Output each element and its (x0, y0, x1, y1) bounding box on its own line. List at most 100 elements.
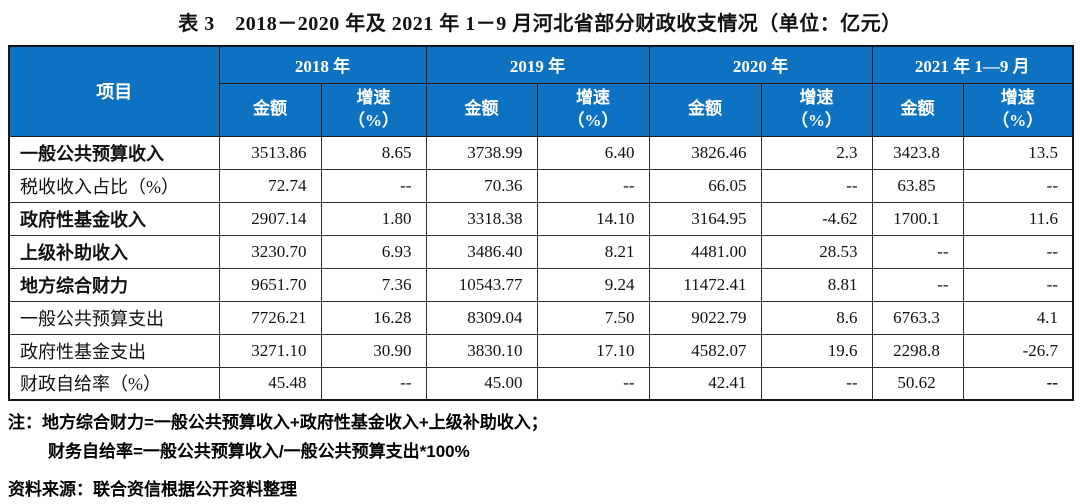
header-growth-2: 增速 （%） (760, 82, 873, 137)
cell: 28.53 (760, 234, 873, 269)
header-amount-3: 金额 (871, 82, 964, 137)
cell: -- (871, 234, 964, 269)
table-row: 一般公共预算支出 7726.21 16.28 8309.04 7.50 9022.79 8.… (8, 300, 1074, 335)
table-title: 表 3 2018－2020 年及 2021 年 1－9 月河北省部分财政收支情况… (178, 13, 902, 35)
notes-block: 注：地方综合财力=一般公共预算收入+政府性基金收入+上级补助收入； 财务自给率=… (8, 408, 1080, 504)
cell: 3486.40 (425, 234, 538, 269)
cell: 6.40 (536, 135, 650, 170)
header-year-2020: 2020 年 (648, 45, 873, 84)
cell: 45.00 (425, 366, 538, 401)
cell: 3738.99 (425, 135, 538, 170)
cell: 11.6 (962, 201, 1074, 236)
cell: 4582.07 (648, 333, 762, 368)
note-line-2: 财务自给率=一般公共预算收入/一般公共预算支出*100% (48, 442, 470, 461)
cell: 3423.8 (871, 135, 964, 170)
cell: -- (962, 234, 1074, 269)
fiscal-table: 项目 2018 年 2019 年 2020 年 2021 年 1—9 月 金额 增… (8, 45, 1074, 401)
cell: 45.48 (218, 366, 322, 401)
cell: 66.05 (648, 168, 762, 203)
table-row: 地方综合财力 9651.70 7.36 10543.77 9.24 11472.41 8.8… (8, 267, 1074, 302)
header-growth-0: 增速 （%） (320, 82, 427, 137)
table-row: 税收收入占比（%） 72.74 -- 70.36 -- 66.05 -- 63.85 -- (8, 168, 1074, 203)
cell: 4481.00 (648, 234, 762, 269)
row-label: 政府性基金收入 (8, 201, 220, 236)
cell: -- (536, 366, 650, 401)
header-year-2021: 2021 年 1—9 月 (871, 45, 1074, 84)
cell: 3271.10 (218, 333, 322, 368)
header-growth-3: 增速 （%） (962, 82, 1074, 137)
cell: 2.3 (760, 135, 873, 170)
cell: 8309.04 (425, 300, 538, 335)
cell: -- (760, 366, 873, 401)
cell: -4.62 (760, 201, 873, 236)
cell: 30.90 (320, 333, 427, 368)
row-label: 税收收入占比（%） (8, 168, 220, 203)
header-year-2018: 2018 年 (218, 45, 427, 84)
header-year-row: 项目 2018 年 2019 年 2020 年 2021 年 1—9 月 (8, 45, 1074, 137)
cell: -- (536, 168, 650, 203)
cell: 3318.38 (425, 201, 538, 236)
header-growth-line2: （%） (567, 110, 619, 130)
cell: 8.81 (760, 267, 873, 302)
cell: 2298.8 (871, 333, 964, 368)
header-item: 项目 (8, 45, 220, 137)
row-label: 财政自给率（%） (8, 366, 220, 401)
cell: 1.80 (320, 201, 427, 236)
header-year-2019: 2019 年 (425, 45, 650, 84)
header-growth-line1: 增速 (799, 87, 834, 107)
table-row: 上级补助收入 3230.70 6.93 3486.40 8.21 4481.00 28.53… (8, 234, 1074, 269)
cell: 14.10 (536, 201, 650, 236)
row-label: 地方综合财力 (8, 267, 220, 302)
cell: 70.36 (425, 168, 538, 203)
cell: 16.28 (320, 300, 427, 335)
table-row: 财政自给率（%） 45.48 -- 45.00 -- 42.41 -- 50.62 -- (8, 366, 1074, 401)
cell: 63.85 (871, 168, 964, 203)
table-header: 项目 2018 年 2019 年 2020 年 2021 年 1—9 月 金额 增… (8, 45, 1074, 137)
cell: 7726.21 (218, 300, 322, 335)
cell: 3230.70 (218, 234, 322, 269)
cell: 42.41 (648, 366, 762, 401)
header-growth-line1: 增速 (356, 87, 391, 107)
note-line-1: 注：地方综合财力=一般公共预算收入+政府性基金收入+上级补助收入； (8, 408, 1080, 437)
cell: 3513.86 (218, 135, 322, 170)
cell: 9022.79 (648, 300, 762, 335)
header-measure-row: 金额 增速 （%） 金额 增速 （%） 金额 增速 （%） 金额 增速 （%） (9, 82, 1074, 137)
cell: 3164.95 (648, 201, 762, 236)
cell: 72.74 (218, 168, 322, 203)
table-row: 政府性基金收入 2907.14 1.80 3318.38 14.10 3164.95 -4.… (8, 201, 1074, 236)
cell: -- (962, 267, 1074, 302)
row-label: 政府性基金支出 (8, 333, 220, 368)
cell: 9.24 (536, 267, 650, 302)
table-body: 一般公共预算收入 3513.86 8.65 3738.99 6.40 3826.46 2.3… (8, 135, 1074, 401)
cell: 8.6 (760, 300, 873, 335)
cell: 4.1 (962, 300, 1074, 335)
cell: 8.21 (536, 234, 650, 269)
table-row: 一般公共预算收入 3513.86 8.65 3738.99 6.40 3826.46 2.3… (8, 135, 1074, 170)
cell: -- (320, 168, 427, 203)
cell: -- (871, 267, 964, 302)
header-growth-line2: （%） (992, 110, 1044, 130)
row-label: 一般公共预算支出 (8, 300, 220, 335)
cell: 17.10 (536, 333, 650, 368)
header-amount-1: 金额 (425, 82, 538, 137)
row-label: 一般公共预算收入 (8, 135, 220, 170)
cell: 7.36 (320, 267, 427, 302)
cell: 6.93 (320, 234, 427, 269)
cell: -- (320, 366, 427, 401)
cell: 8.65 (320, 135, 427, 170)
cell: 1700.1 (871, 201, 964, 236)
cell: 3830.10 (425, 333, 538, 368)
cell: 11472.41 (648, 267, 762, 302)
note-prefix: 注： (8, 413, 42, 432)
header-growth-line1: 增速 (1000, 87, 1035, 107)
source-line: 资料来源：联合资信根据公开资料整理 (8, 480, 297, 499)
cell: 19.6 (760, 333, 873, 368)
header-growth-1: 增速 （%） (536, 82, 650, 137)
cell: 3826.46 (648, 135, 762, 170)
cell: -- (962, 168, 1074, 203)
cell: 7.50 (536, 300, 650, 335)
header-growth-line2: （%） (348, 110, 399, 130)
cell: 10543.77 (425, 267, 538, 302)
header-amount-0: 金额 (218, 82, 322, 137)
